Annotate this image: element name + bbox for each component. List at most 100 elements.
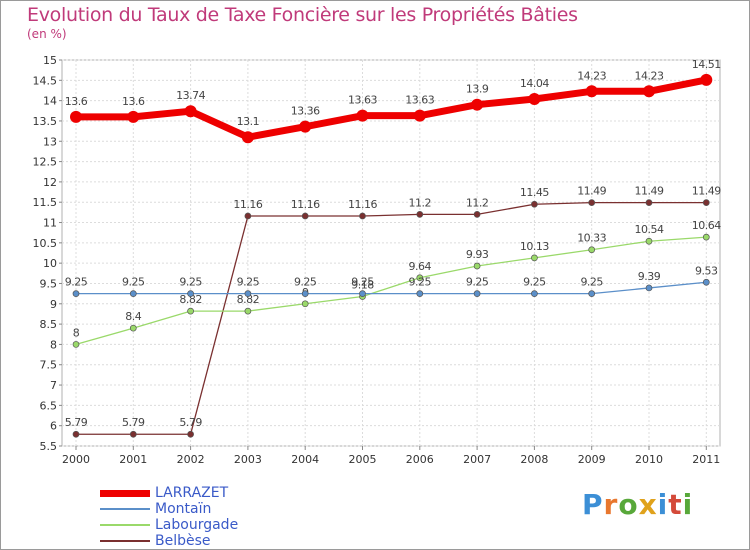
data-point [72,290,80,297]
data-point [702,278,710,286]
data-label: 14.23 [635,69,664,82]
data-point [585,85,598,98]
y-tick-label: 8 [50,338,57,351]
y-tick-label: 12.5 [33,156,58,169]
data-label: 9.39 [638,270,661,283]
x-tick-label: 2001 [119,453,147,466]
data-label: 9.25 [409,276,432,289]
data-label: 9.25 [523,276,546,289]
y-tick-label: 10 [43,257,57,270]
x-tick-label: 2006 [406,453,434,466]
data-point [416,211,424,218]
data-label: 11.16 [291,198,320,211]
y-tick-label: 9 [50,298,57,311]
y-tick-label: 7.5 [40,359,58,372]
y-tick-label: 8.5 [40,318,58,331]
data-label: 5.79 [65,416,88,429]
data-point [244,290,252,297]
data-point [184,105,197,118]
y-tick-label: 9.5 [40,277,58,290]
data-label: 5.79 [179,416,202,429]
x-tick-label: 2007 [463,453,491,466]
x-tick-label: 2005 [349,453,377,466]
proxiti-logo: Proxiti [582,488,693,521]
data-label: 9.25 [122,276,145,289]
data-point [702,199,710,206]
data-point [473,262,481,270]
x-tick-label: 2004 [291,453,319,466]
y-tick-label: 11 [43,217,57,230]
data-point [702,233,710,241]
data-label: 11.16 [233,198,262,211]
logo-letter: P [582,488,604,521]
data-point [588,199,596,206]
data-label: 9.25 [580,276,603,289]
legend-swatch-labourgade [100,524,150,526]
y-tick-label: 5.5 [40,440,58,453]
data-label: 14.04 [520,77,549,90]
data-label: 9.25 [294,276,317,289]
data-point [241,131,254,144]
data-point [588,290,596,297]
data-label: 9.25 [237,276,260,289]
data-point [356,109,369,122]
legend-label-montain: Montaïn [155,501,212,517]
legend-item-montain: Montaïn [100,501,238,517]
series-line-labourgade [75,236,707,346]
legend-label-labourgade: Labourgade [155,517,239,533]
data-point [359,212,366,220]
legend: LARRAZET Montaïn Labourgade Belbèse [100,485,238,549]
data-label: 13.36 [291,105,320,118]
data-point [244,307,252,315]
x-tick-label: 2010 [635,453,663,466]
data-point [359,290,366,297]
data-point [301,290,309,297]
y-tick-label: 15 [43,54,57,67]
data-label: 13.1 [237,115,260,128]
data-label: 8 [73,326,80,339]
logo-letter: r [603,488,619,521]
data-point [129,324,137,332]
data-label: 9.25 [179,276,202,289]
data-point [413,109,426,122]
y-tick-label: 11.5 [33,196,58,209]
legend-item-labourgade: Labourgade [100,517,238,533]
data-point [301,212,309,220]
data-label: 14.51 [692,58,721,71]
x-tick-label: 2002 [177,453,205,466]
data-label: 5.79 [122,416,145,429]
data-point [645,284,653,292]
data-point [127,110,140,123]
y-tick-label: 14 [43,95,57,108]
data-label: 8.82 [179,293,202,306]
data-point [471,98,484,111]
data-label: 10.54 [635,223,664,236]
data-point [244,212,252,220]
x-tick-label: 2011 [692,453,720,466]
data-point [700,73,713,86]
x-tick-label: 2008 [520,453,548,466]
data-label: 8.82 [237,293,260,306]
data-point [416,290,424,297]
data-label: 11.45 [520,186,549,199]
data-point [528,93,541,106]
data-point [645,199,653,206]
y-tick-label: 6 [50,420,57,433]
data-label: 13.63 [348,94,377,107]
data-point [70,110,82,123]
legend-swatch-larrazet [100,489,150,497]
series-line-montaïn [75,281,707,295]
logo-letter: t [668,488,683,521]
data-point [531,200,538,208]
data-label: 13.63 [405,94,434,107]
y-tick-label: 14.5 [33,74,58,87]
data-label: 9.53 [695,264,718,277]
logo-letter: i [657,488,669,521]
data-point [531,290,538,297]
data-point [187,307,194,315]
data-label: 13.9 [466,83,489,96]
data-label: 14.23 [577,69,606,82]
data-label: 8.4 [125,310,141,323]
data-label: 11.49 [692,185,721,198]
